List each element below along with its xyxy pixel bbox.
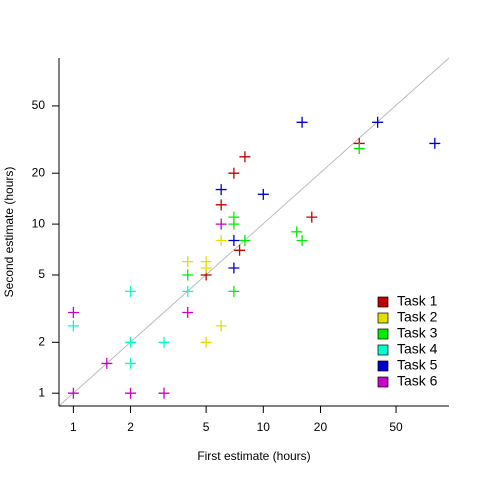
point — [306, 211, 318, 223]
x-axis-label: First estimate (hours) — [197, 449, 310, 463]
point — [296, 116, 308, 128]
y-tick-label: 2 — [38, 334, 45, 348]
point — [296, 234, 308, 246]
x-tick-label: 10 — [257, 420, 271, 434]
legend-swatch — [377, 376, 389, 388]
point — [215, 199, 227, 211]
point — [200, 336, 212, 348]
point — [125, 357, 137, 369]
legend-label: Task 5 — [397, 357, 438, 373]
point — [182, 307, 194, 319]
legend-swatch — [377, 360, 389, 372]
legend-label: Task 3 — [397, 325, 438, 341]
point — [239, 234, 251, 246]
point — [182, 285, 194, 297]
x-tick-label: 50 — [389, 420, 403, 434]
x-tick-label: 2 — [127, 420, 134, 434]
legend-label: Task 2 — [397, 309, 438, 325]
point — [228, 234, 240, 246]
point — [228, 285, 240, 297]
y-tick-label: 20 — [32, 165, 46, 179]
point — [125, 336, 137, 348]
point — [429, 137, 441, 149]
y-tick-label: 5 — [38, 267, 45, 281]
point — [234, 244, 246, 256]
point — [67, 307, 79, 319]
x-tick-label: 20 — [314, 420, 328, 434]
point — [101, 357, 113, 369]
point — [228, 167, 240, 179]
point — [67, 320, 79, 332]
point — [257, 188, 269, 200]
legend-label: Task 4 — [397, 341, 438, 357]
point — [291, 226, 303, 238]
legend-swatch — [377, 296, 389, 308]
point — [215, 184, 227, 196]
reference-line — [58, 57, 450, 407]
point — [200, 262, 212, 274]
legend-swatch — [377, 328, 389, 340]
point — [239, 151, 251, 163]
point — [182, 256, 194, 268]
y-tick-label: 10 — [32, 216, 46, 230]
legend-swatch — [377, 312, 389, 324]
point — [228, 262, 240, 274]
legend-label: Task 6 — [397, 373, 438, 389]
x-tick-label: 5 — [203, 420, 210, 434]
x-tick-label: 1 — [70, 420, 77, 434]
y-axis-label: Second estimate (hours) — [2, 167, 16, 298]
point — [228, 218, 240, 230]
point — [158, 336, 170, 348]
y-tick-label: 50 — [32, 98, 46, 112]
point — [125, 387, 137, 399]
point — [215, 234, 227, 246]
point — [158, 387, 170, 399]
point — [125, 285, 137, 297]
point — [372, 116, 384, 128]
point — [353, 142, 365, 154]
legend-label: Task 1 — [397, 293, 438, 309]
point — [215, 320, 227, 332]
y-tick-label: 1 — [38, 385, 45, 399]
point — [215, 218, 227, 230]
point — [67, 387, 79, 399]
point — [182, 269, 194, 281]
legend-swatch — [377, 344, 389, 356]
